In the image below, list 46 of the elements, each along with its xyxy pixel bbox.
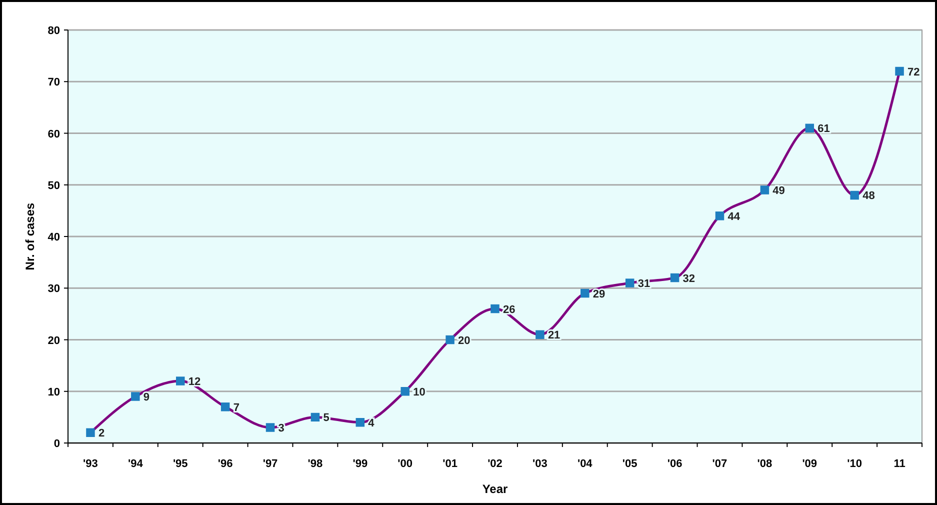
data-label: 21	[548, 330, 560, 342]
x-axis-title: Year	[482, 482, 508, 496]
x-tick-label: '96	[218, 458, 233, 470]
y-tick-label: 0	[54, 438, 60, 450]
data-label: 26	[503, 304, 516, 316]
y-tick-label: 20	[48, 334, 60, 347]
y-tick-label: 40	[48, 232, 60, 244]
x-tick-label: '07	[712, 458, 728, 470]
data-label: 7	[233, 402, 240, 414]
x-tick-label: '99	[352, 458, 368, 470]
data-label: 44	[728, 210, 741, 223]
x-tick-label: '04	[577, 458, 594, 470]
data-label: 29	[592, 288, 606, 300]
data-label: 20	[458, 334, 470, 347]
x-tick-label: 11	[894, 458, 906, 470]
x-tick-label: '95	[172, 458, 188, 470]
y-tick-label: 70	[48, 76, 60, 89]
y-tick-label: 80	[48, 25, 60, 37]
y-tick-label: 60	[48, 128, 60, 140]
data-label: 9	[143, 392, 150, 404]
data-label: 61	[818, 123, 830, 136]
x-tick-label: '08	[757, 458, 772, 470]
data-label: 10	[413, 386, 426, 398]
data-label: 4	[368, 417, 376, 430]
x-tick-label: '93	[83, 458, 98, 470]
x-tick-label: '10	[847, 458, 862, 470]
x-tick-label: '98	[308, 458, 323, 470]
y-axis-title: Nr. of cases	[23, 202, 37, 270]
x-tick-label: '06	[667, 458, 682, 470]
y-tick-label: 50	[48, 180, 60, 192]
data-label: 48	[862, 190, 875, 202]
x-tick-label: '97	[262, 458, 278, 470]
x-tick-label: '03	[532, 458, 548, 470]
data-label: 2	[98, 428, 105, 440]
data-label: 12	[188, 376, 201, 388]
x-tick-label: '94	[128, 458, 144, 470]
data-label: 32	[682, 272, 696, 285]
x-tick-label: '00	[398, 458, 413, 470]
data-label: 49	[772, 185, 785, 198]
y-tick-label: 30	[48, 283, 60, 296]
x-tick-label: '05	[622, 458, 638, 470]
x-tick-label: '09	[802, 458, 818, 470]
y-tick-label: 10	[48, 386, 60, 398]
x-tick-label: '01	[442, 458, 458, 470]
x-tick-label: '02	[488, 458, 502, 470]
data-label: 72	[908, 66, 920, 78]
